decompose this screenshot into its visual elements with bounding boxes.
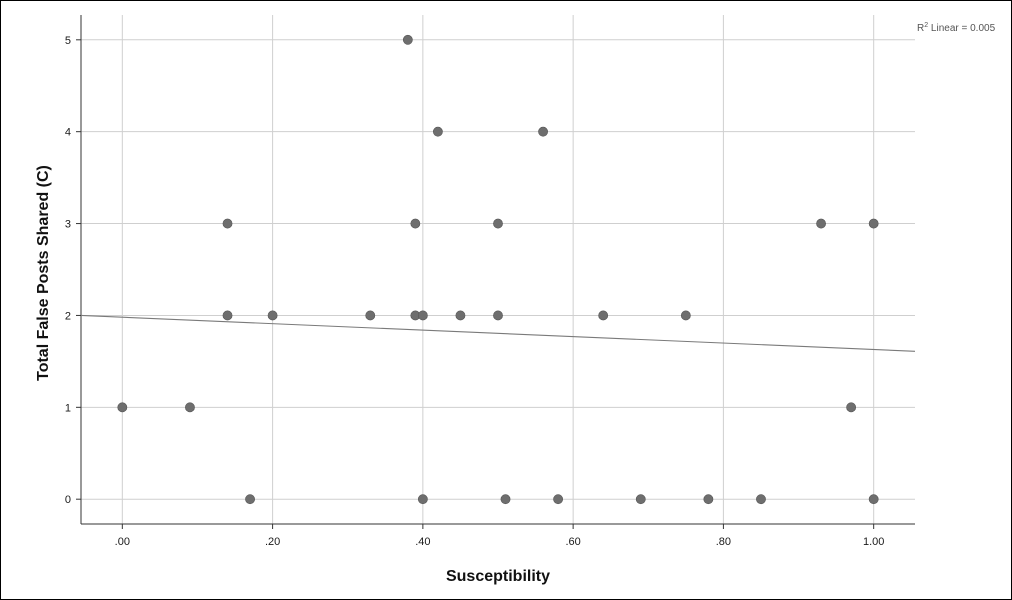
data-point [417, 310, 428, 321]
y-tick-label: 5 [65, 35, 71, 47]
data-point [493, 218, 503, 229]
data-point [635, 494, 646, 505]
data-point [185, 402, 195, 413]
x-axis-title: Susceptibility [446, 568, 550, 585]
r2-annotation: R2 Linear = 0.005 [917, 22, 996, 34]
x-tick-label: .20 [265, 536, 280, 548]
y-tick-label: 1 [65, 402, 71, 414]
data-point [432, 126, 443, 137]
fit-line-group [80, 314, 916, 352]
data-point [365, 310, 376, 321]
linear-fit-line [80, 314, 916, 352]
grid-lines [81, 15, 915, 524]
y-tick-label: 2 [65, 310, 71, 322]
data-points [117, 34, 879, 505]
y-tick-label: 3 [65, 219, 71, 231]
data-point [680, 310, 691, 321]
x-tick-label: .00 [115, 536, 130, 548]
data-point [267, 310, 278, 321]
data-point [868, 494, 879, 505]
data-point [538, 126, 548, 137]
data-point [598, 310, 609, 321]
data-point [417, 494, 428, 505]
data-point [756, 494, 766, 505]
x-tick-label: .80 [716, 536, 731, 548]
data-point [703, 494, 714, 505]
data-point [410, 218, 421, 229]
y-tick-label: 4 [65, 127, 71, 139]
data-point [455, 310, 466, 321]
axes [76, 15, 915, 529]
data-point [245, 494, 255, 505]
data-point [816, 218, 826, 229]
y-axis-title: Total False Posts Shared (C) [35, 165, 52, 381]
data-point [553, 494, 564, 505]
data-point [846, 402, 857, 413]
x-tick-label: 1.00 [863, 536, 884, 548]
data-point [222, 310, 233, 321]
data-point [500, 494, 511, 505]
data-point [868, 218, 879, 229]
tick-labels: .00 .20 .40 .60 .80 1.00 0 1 2 3 4 5 [65, 35, 885, 548]
data-point [402, 34, 413, 45]
data-point [222, 218, 233, 229]
x-tick-label: .60 [565, 536, 580, 548]
x-tick-label: .40 [415, 536, 430, 548]
y-tick-label: 0 [65, 494, 71, 506]
data-point [117, 402, 128, 413]
data-point [493, 310, 503, 321]
